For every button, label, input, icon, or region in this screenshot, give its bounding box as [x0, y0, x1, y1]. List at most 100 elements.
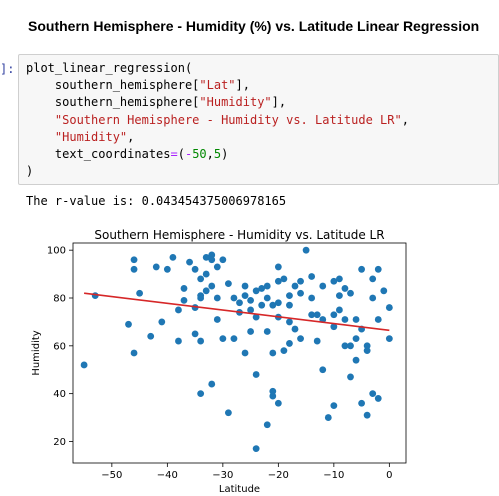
code-arg-df: southern_hemisphere[ [54, 95, 200, 110]
code-cell-editor[interactable]: plot_linear_regression( southern_hemisph… [18, 54, 499, 185]
code-block[interactable]: plot_linear_regression( southern_hemisph… [26, 60, 409, 180]
y-tick-label: 40 [53, 389, 66, 400]
code-arg-df: southern_hemisphere[ [54, 78, 200, 93]
data-point [313, 337, 321, 345]
data-point [175, 306, 182, 314]
y-tick-label: 20 [53, 437, 66, 448]
data-point [252, 313, 260, 321]
data-point [269, 387, 277, 395]
data-point [297, 277, 304, 285]
data-point [208, 256, 216, 264]
data-point [197, 275, 205, 283]
scatter-chart: Southern Hemisphere - Humidity vs. Latit… [31, 228, 407, 495]
data-point [236, 299, 243, 307]
data-point [330, 402, 338, 410]
data-point [286, 318, 293, 326]
data-point [341, 285, 349, 292]
data-point [230, 294, 238, 302]
data-point [291, 282, 299, 290]
data-point [297, 289, 304, 297]
data-point [208, 282, 216, 290]
data-point [286, 301, 293, 309]
code-string: "Humidity" [199, 95, 272, 110]
chart-title: Southern Hemisphere - Humidity vs. Latit… [94, 228, 384, 242]
data-point [252, 445, 260, 453]
data-point [286, 340, 293, 347]
data-point [352, 356, 360, 364]
code-punct: , [206, 147, 214, 162]
data-point [308, 294, 316, 302]
data-point [225, 409, 232, 417]
x-axis-label: Latitude [219, 484, 260, 495]
data-point [263, 282, 271, 290]
data-point [125, 320, 132, 328]
data-point [319, 366, 327, 374]
data-point [302, 246, 310, 254]
output-text: The r-value is: 0.043454375006978165 [26, 194, 287, 208]
regression-line [84, 292, 390, 332]
data-point [380, 287, 388, 295]
data-point [241, 282, 249, 290]
data-point [324, 414, 332, 421]
data-point [336, 275, 343, 283]
cell-prompt: ]: [0, 62, 15, 76]
y-tick-label: 80 [53, 294, 66, 305]
code-operator: - [184, 147, 193, 162]
code-punct: ( [177, 147, 185, 162]
data-point [225, 280, 232, 288]
data-point [80, 361, 88, 369]
data-point [286, 292, 293, 300]
data-point [291, 325, 299, 333]
data-point [197, 390, 205, 398]
data-point [352, 316, 360, 323]
data-point [269, 349, 277, 357]
data-point [358, 265, 365, 273]
code-string: "Southern Hemisphere - Humidity vs. Lati… [54, 112, 402, 127]
data-point [369, 294, 377, 302]
data-point [130, 349, 138, 357]
data-point [202, 270, 210, 278]
data-point [363, 342, 371, 350]
x-tick-label: −30 [212, 470, 233, 481]
code-string: "Humidity" [54, 129, 128, 144]
code-close-paren: ) [26, 164, 34, 179]
data-point [374, 265, 382, 273]
data-point [369, 275, 377, 283]
data-point [263, 421, 271, 429]
data-point [297, 335, 304, 343]
data-point [130, 265, 138, 273]
data-point [258, 301, 266, 309]
data-point [147, 332, 155, 340]
data-point [252, 287, 260, 295]
data-point [330, 277, 338, 285]
code-func-call: plot_linear_regression( [26, 61, 193, 75]
y-tick-label: 100 [47, 246, 66, 257]
code-punct: , [127, 129, 135, 144]
data-point [219, 256, 227, 264]
plot-frame [72, 242, 407, 464]
data-point [191, 265, 199, 273]
data-point [385, 335, 393, 343]
x-tick-label: −20 [268, 470, 289, 481]
y-axis-label: Humidity [31, 330, 42, 375]
code-punct: , [401, 112, 409, 127]
data-point [208, 251, 216, 259]
data-point [347, 342, 354, 350]
data-point [241, 349, 249, 357]
data-point [186, 258, 193, 266]
data-point [374, 395, 382, 402]
data-point [252, 371, 260, 378]
data-point [213, 316, 221, 323]
data-point [263, 328, 271, 335]
x-tick-label: −10 [323, 470, 344, 481]
data-point [136, 289, 144, 297]
data-point [319, 282, 327, 290]
data-point [180, 296, 188, 304]
code-number: 5 [213, 147, 222, 162]
data-point [308, 273, 316, 280]
data-point [241, 292, 249, 300]
data-point [330, 311, 338, 319]
data-point [274, 399, 282, 407]
data-point [313, 311, 321, 319]
data-point [358, 399, 365, 407]
